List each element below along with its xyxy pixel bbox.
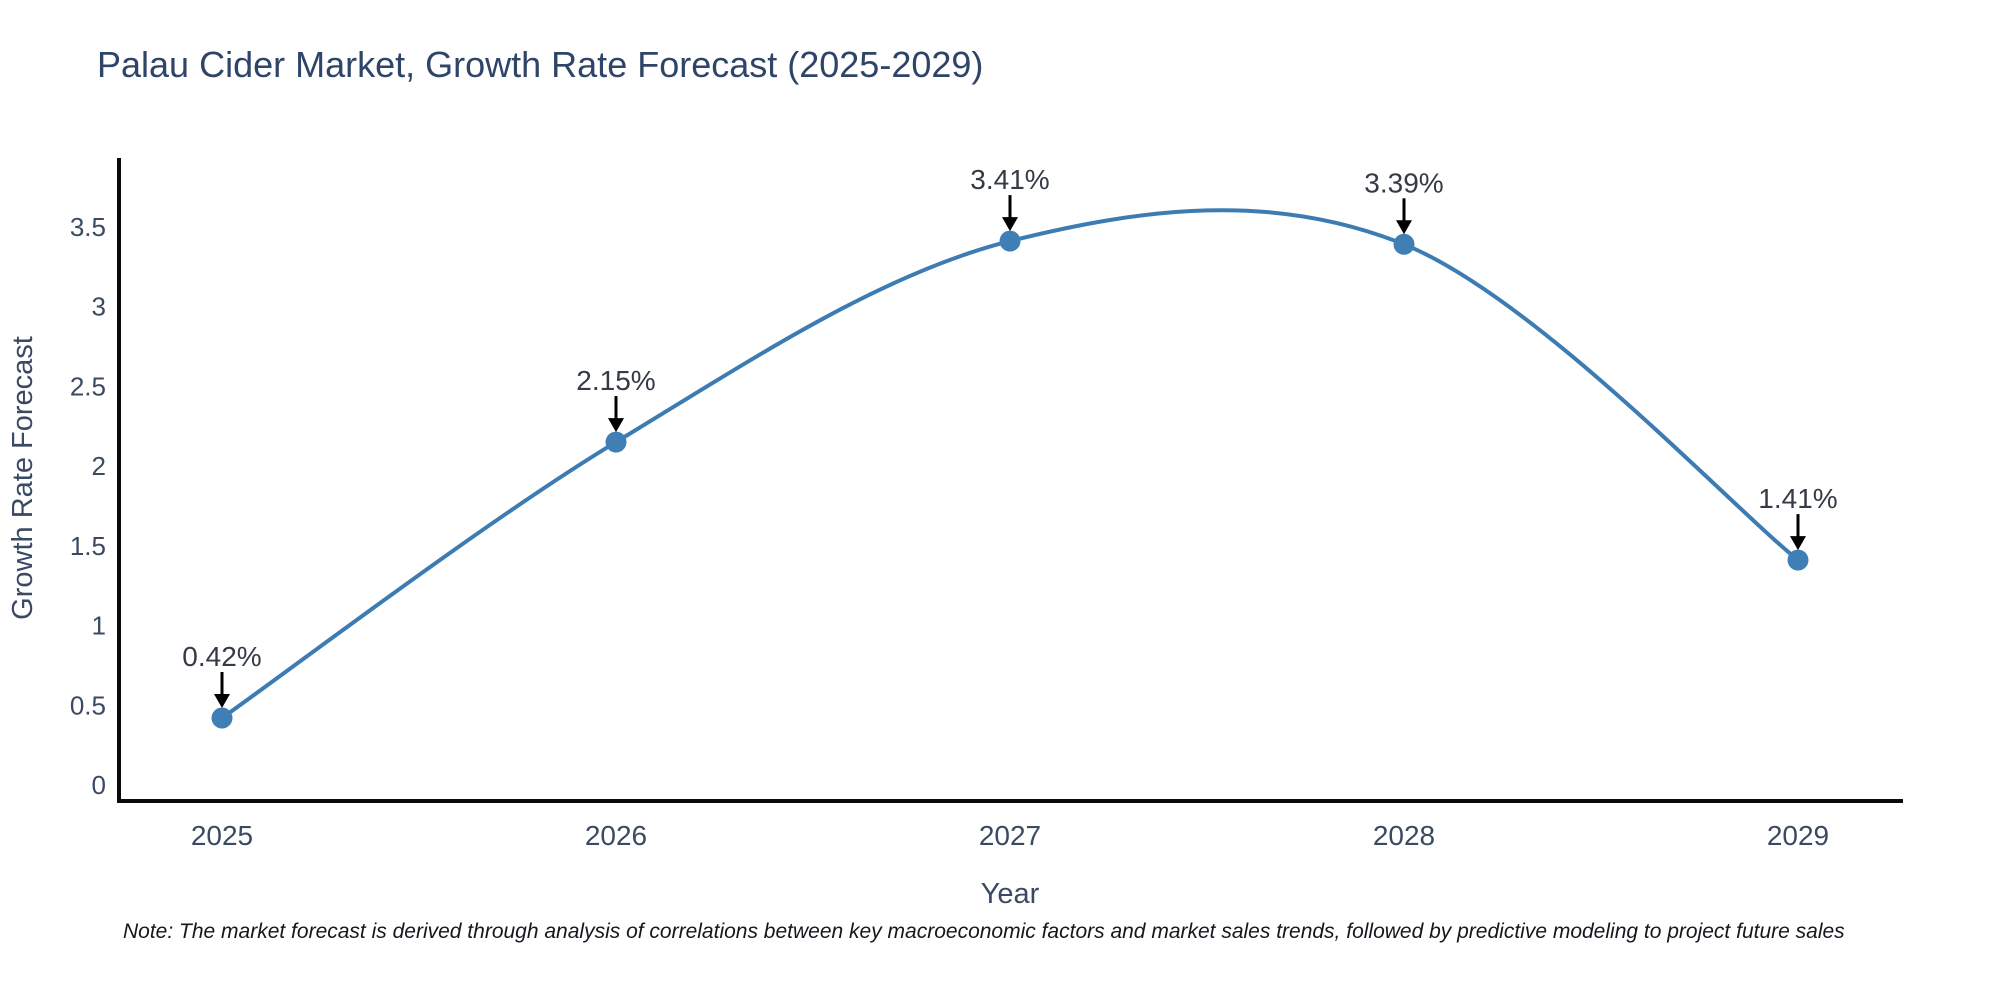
data-point-label: 3.41% <box>970 164 1049 195</box>
y-tick-label: 3 <box>92 292 106 322</box>
x-tick-label: 2025 <box>191 820 253 851</box>
x-tick-label: 2027 <box>979 820 1041 851</box>
data-point-marker <box>605 431 627 453</box>
y-axis-title: Growth Rate Forecast <box>7 336 39 620</box>
data-point-label: 2.15% <box>576 365 655 396</box>
x-tick-label: 2028 <box>1373 820 1435 851</box>
annotation-arrowhead-icon <box>214 694 230 709</box>
y-tick-label: 2 <box>92 451 106 481</box>
chart-title: Palau Cider Market, Growth Rate Forecast… <box>97 44 984 85</box>
annotation-arrowhead-icon <box>1790 536 1806 551</box>
data-point-label: 1.41% <box>1758 483 1837 514</box>
data-point-marker <box>211 707 233 729</box>
data-point-marker <box>1393 233 1415 255</box>
annotation-arrowhead-icon <box>1396 220 1412 235</box>
y-tick-label: 1.5 <box>70 531 106 561</box>
forecast-line <box>220 208 1800 721</box>
annotation-arrowhead-icon <box>1002 217 1018 232</box>
annotation-arrowhead-icon <box>608 418 624 433</box>
y-tick-label: 0 <box>92 770 106 800</box>
x-tick-label: 2029 <box>1767 820 1829 851</box>
y-tick-label: 2.5 <box>70 371 106 401</box>
data-point-label: 0.42% <box>182 641 261 672</box>
x-axis-title: Year <box>981 878 1040 910</box>
data-point-marker <box>1787 549 1809 571</box>
footnote: Note: The market forecast is derived thr… <box>123 920 1845 943</box>
x-tick-label: 2026 <box>585 820 647 851</box>
y-tick-label: 1 <box>92 611 106 641</box>
data-point-label: 3.39% <box>1364 167 1443 198</box>
y-tick-label: 0.5 <box>70 690 106 720</box>
y-tick-label: 3.5 <box>70 212 106 242</box>
data-point-marker <box>999 230 1021 252</box>
